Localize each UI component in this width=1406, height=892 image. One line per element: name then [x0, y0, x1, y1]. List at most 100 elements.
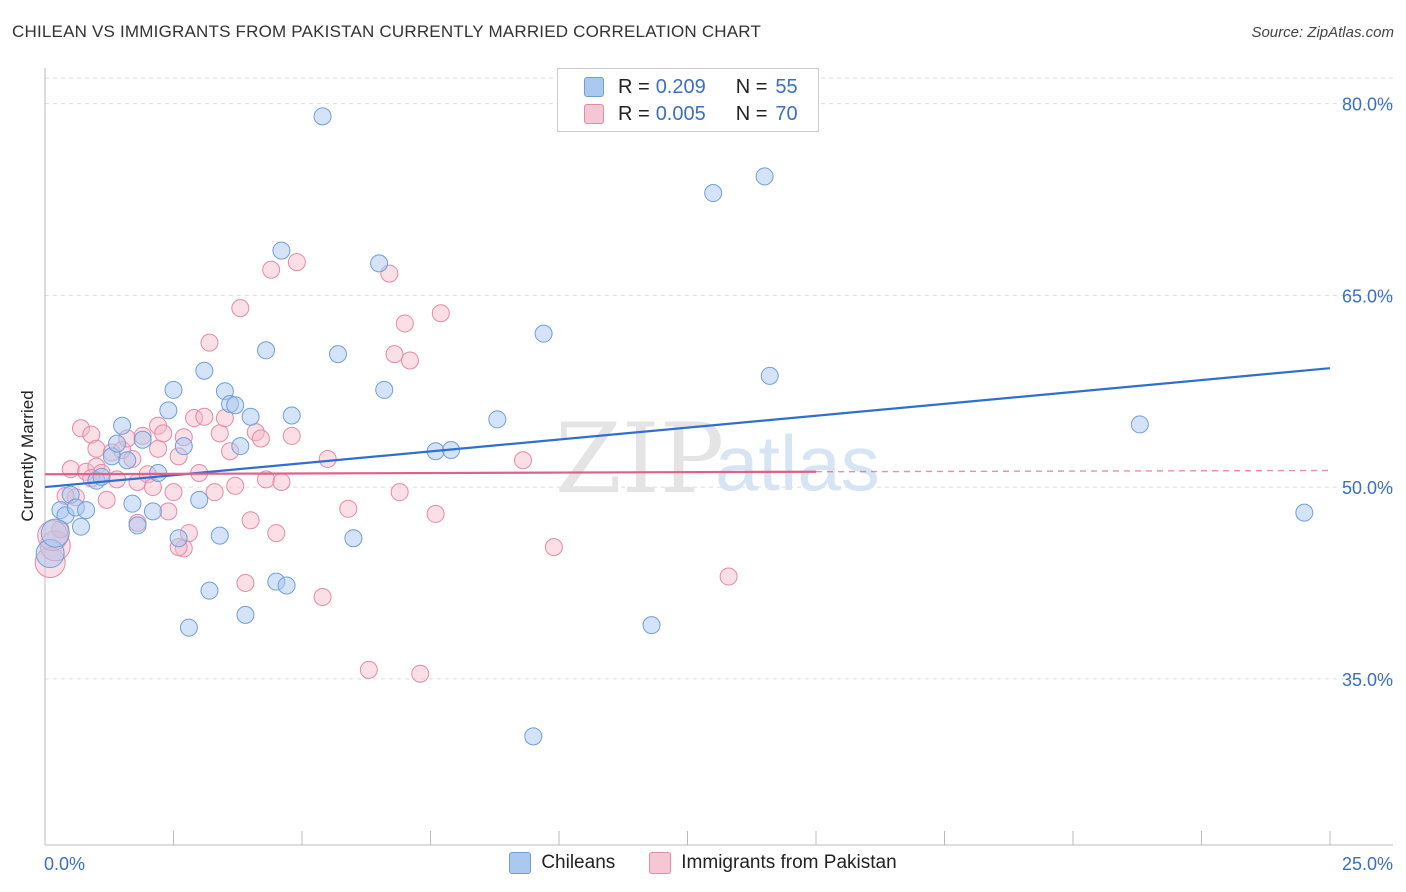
point-pakistan — [236, 573, 255, 592]
legend-swatch-pink — [584, 104, 604, 124]
y-tick-label: 80.0% — [1342, 95, 1393, 115]
point-chilean — [123, 494, 142, 513]
point-chilean — [344, 529, 363, 548]
point-chilean — [328, 345, 347, 364]
point-pakistan — [339, 499, 358, 518]
trend-line-chileans — [44, 367, 1331, 489]
point-pakistan — [544, 538, 563, 557]
y-tick-label: 50.0% — [1342, 478, 1393, 498]
point-chilean — [40, 518, 70, 548]
legend-r-value: 0.209 — [655, 75, 706, 98]
axes — [44, 68, 1393, 846]
trend-line-pakistan-extension — [815, 469, 1331, 473]
point-chilean — [642, 616, 661, 635]
point-pakistan — [390, 483, 409, 502]
point-chilean — [313, 107, 332, 126]
point-pakistan — [267, 524, 286, 543]
point-chilean — [704, 184, 723, 203]
point-chilean — [174, 437, 193, 456]
point-pakistan — [400, 351, 419, 370]
point-chilean — [524, 727, 543, 746]
point-pakistan — [426, 504, 445, 523]
legend-n-label: N = — [735, 102, 768, 125]
point-chilean — [195, 361, 214, 380]
y-tick-label: 35.0% — [1342, 670, 1393, 690]
y-axis-title: Currently Married — [18, 390, 37, 521]
point-pakistan — [241, 511, 260, 530]
point-pakistan — [719, 567, 738, 586]
point-chilean — [133, 430, 152, 449]
bottom-legend-pakistan[interactable]: Immigrants from Pakistan — [649, 852, 897, 874]
point-pakistan — [514, 451, 533, 470]
watermark-atlas: atlas — [715, 419, 880, 507]
point-chilean — [231, 437, 250, 456]
source-label: Source: ZipAtlas.com — [1251, 24, 1394, 41]
point-pakistan — [226, 476, 245, 495]
point-chilean — [370, 254, 389, 273]
trend-lines — [44, 367, 1331, 489]
x-tick-label: 0.0% — [44, 854, 85, 874]
point-pakistan — [210, 424, 229, 443]
point-pakistan — [97, 490, 116, 509]
point-chilean — [77, 501, 96, 520]
bottom-legend: Chileans Immigrants from Pakistan — [0, 852, 1406, 874]
point-chilean — [210, 526, 229, 545]
point-pakistan — [431, 304, 450, 323]
point-chilean — [113, 416, 132, 435]
point-chilean — [190, 490, 209, 509]
bottom-legend-label: Chileans — [541, 852, 616, 873]
point-chilean — [272, 241, 291, 260]
point-chilean — [128, 516, 147, 535]
point-pakistan — [87, 439, 106, 458]
point-chilean — [534, 324, 553, 343]
point-pakistan — [282, 426, 301, 445]
point-pakistan — [154, 424, 173, 443]
bottom-legend-chileans[interactable]: Chileans — [509, 852, 615, 874]
point-pakistan — [200, 333, 219, 352]
point-chilean — [169, 529, 188, 548]
point-pakistan — [82, 425, 101, 444]
bottom-legend-swatch-blue — [509, 852, 532, 874]
point-pakistan — [287, 253, 306, 272]
bottom-legend-label: Immigrants from Pakistan — [681, 852, 897, 873]
point-chilean — [159, 401, 178, 420]
point-chilean — [226, 396, 245, 415]
point-chilean — [164, 380, 183, 399]
legend-n-value: 55 — [775, 75, 798, 98]
point-chilean — [236, 605, 255, 624]
legend-row-pakistan: R = 0.005 N = 70 — [584, 102, 798, 126]
point-chilean — [488, 410, 507, 429]
point-chilean — [257, 341, 276, 360]
bottom-legend-swatch-pink — [649, 852, 672, 874]
point-chilean — [143, 502, 162, 521]
point-pakistan — [257, 470, 276, 489]
point-chilean — [107, 434, 126, 453]
point-pakistan — [318, 449, 337, 468]
point-pakistan — [359, 660, 378, 679]
point-pakistan — [251, 429, 270, 448]
point-chilean — [241, 407, 260, 426]
legend-swatch-blue — [584, 77, 604, 97]
watermark-zip: ZIP — [555, 403, 724, 515]
point-chilean — [179, 618, 198, 637]
point-chilean — [760, 366, 779, 385]
point-pakistan — [205, 483, 224, 502]
point-chilean — [375, 380, 394, 399]
point-chilean — [118, 451, 137, 470]
y-tick-labels: 35.0% 50.0% 65.0% 80.0% — [1342, 95, 1393, 690]
legend-n-value: 70 — [775, 102, 798, 125]
point-chilean — [1295, 503, 1314, 522]
legend-r-label: R = — [618, 75, 650, 98]
point-pakistan — [195, 407, 214, 426]
point-pakistan — [159, 502, 178, 521]
legend-r-value: 0.005 — [655, 102, 706, 125]
point-pakistan — [71, 419, 90, 438]
point-chilean — [71, 517, 90, 536]
point-pakistan — [395, 314, 414, 333]
point-pakistan — [262, 260, 281, 279]
watermark: ZIP atlas — [555, 403, 880, 515]
point-chilean — [282, 406, 301, 425]
point-pakistan — [149, 439, 168, 458]
chart-title: CHILEAN VS IMMIGRANTS FROM PAKISTAN CURR… — [12, 22, 762, 41]
